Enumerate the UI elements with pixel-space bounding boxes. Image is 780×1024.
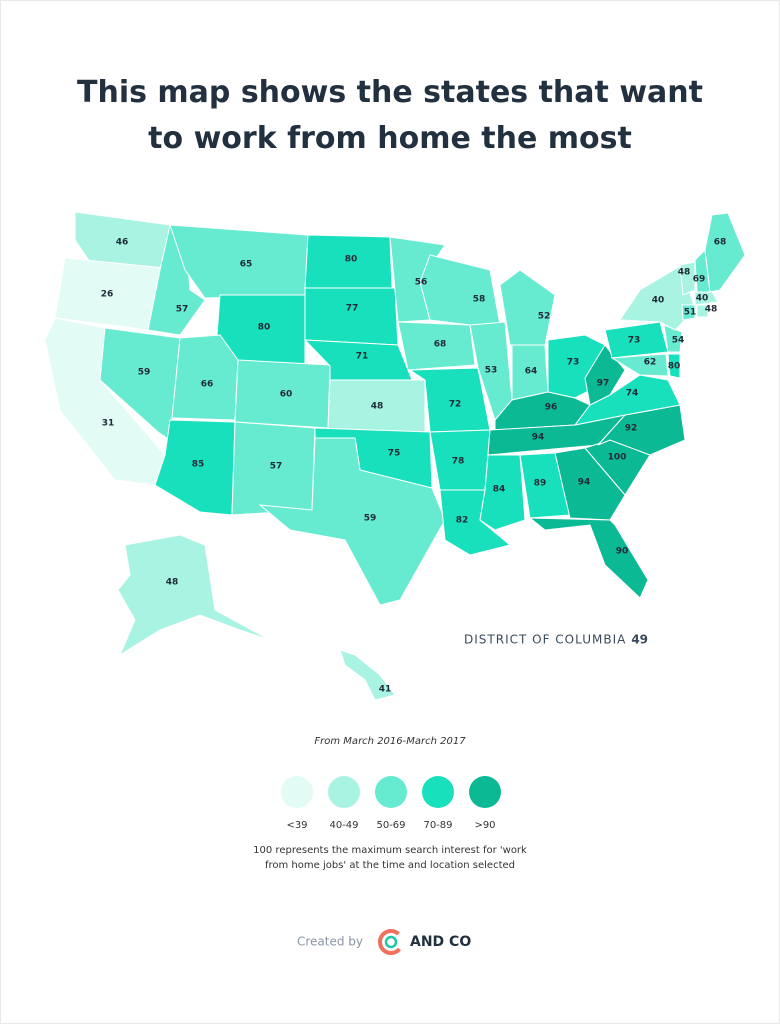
region-value: 90 bbox=[616, 547, 629, 557]
legend-swatch bbox=[469, 776, 501, 808]
region-value: 78 bbox=[452, 457, 465, 467]
region-value: 41 bbox=[379, 685, 392, 695]
region-value: 54 bbox=[672, 336, 685, 346]
region bbox=[419, 254, 501, 326]
region-value: 59 bbox=[364, 514, 377, 524]
region-value: 92 bbox=[625, 424, 638, 434]
region bbox=[258, 437, 446, 606]
region bbox=[339, 649, 396, 701]
region-value: 68 bbox=[714, 238, 727, 248]
region-value: 97 bbox=[597, 379, 610, 389]
region bbox=[667, 353, 681, 379]
region-value: 46 bbox=[116, 238, 129, 248]
region-value: 48 bbox=[166, 578, 179, 588]
legend-note: 100 represents the maximum search intere… bbox=[253, 845, 527, 871]
region bbox=[171, 334, 239, 421]
region-value: 31 bbox=[102, 419, 115, 429]
region bbox=[694, 291, 719, 306]
legend-swatch bbox=[281, 776, 313, 808]
region-value: 62 bbox=[644, 358, 657, 368]
region-value: 65 bbox=[240, 260, 253, 270]
region-value: 68 bbox=[434, 340, 447, 350]
region-value: 26 bbox=[101, 290, 114, 300]
legend-label: <39 bbox=[286, 820, 307, 831]
region-value: 73 bbox=[628, 336, 641, 346]
region-value: 48 bbox=[705, 305, 718, 315]
region-value: 82 bbox=[456, 516, 469, 526]
created-by: Created by bbox=[297, 935, 363, 949]
region-value: 40 bbox=[696, 294, 709, 304]
region-value: 57 bbox=[270, 462, 283, 472]
region-value: 96 bbox=[545, 403, 558, 413]
region-value: 94 bbox=[532, 433, 545, 443]
region bbox=[117, 534, 271, 657]
region bbox=[681, 304, 696, 321]
region-value: 69 bbox=[693, 275, 706, 285]
region-value: 80 bbox=[258, 323, 271, 333]
region-value: 80 bbox=[345, 255, 358, 265]
logo bbox=[378, 929, 404, 955]
legend-swatch bbox=[328, 776, 360, 808]
legend-subtitle: From March 2016-March 2017 bbox=[314, 736, 466, 747]
region bbox=[610, 353, 669, 377]
region-value: 48 bbox=[371, 402, 384, 412]
region-value: 52 bbox=[538, 312, 551, 322]
region-value: 60 bbox=[280, 390, 293, 400]
legend-swatch bbox=[422, 776, 454, 808]
region-value: 84 bbox=[493, 485, 506, 495]
legend-swatch bbox=[375, 776, 407, 808]
dc-value: 49 bbox=[631, 633, 648, 647]
region-value: 100 bbox=[608, 453, 627, 463]
region bbox=[499, 269, 556, 346]
region-value: 57 bbox=[176, 305, 189, 315]
region bbox=[679, 261, 696, 296]
region-value: 74 bbox=[626, 389, 639, 399]
region-value: 77 bbox=[346, 304, 359, 314]
region bbox=[397, 321, 476, 371]
region-value: 66 bbox=[201, 380, 214, 390]
region-value: 58 bbox=[473, 295, 486, 305]
legend-label: >90 bbox=[474, 820, 495, 831]
legend-label: 40-49 bbox=[329, 820, 358, 831]
region-value: 89 bbox=[534, 479, 547, 489]
region-value: 48 bbox=[678, 268, 691, 278]
region-value: 53 bbox=[485, 366, 498, 376]
region bbox=[696, 304, 709, 318]
region-value: 94 bbox=[578, 478, 591, 488]
dc-label: DISTRICT OF COLUMBIA bbox=[464, 633, 626, 647]
region-value: 51 bbox=[684, 308, 697, 318]
region-value: 75 bbox=[388, 449, 401, 459]
region bbox=[99, 327, 181, 441]
title: This map shows the states that want to w… bbox=[77, 75, 703, 156]
region bbox=[554, 447, 626, 521]
region bbox=[528, 517, 649, 599]
region-value: 56 bbox=[415, 278, 428, 288]
brand: AND CO bbox=[410, 934, 471, 950]
legend-label: 70-89 bbox=[423, 820, 452, 831]
region bbox=[704, 212, 746, 293]
region bbox=[304, 287, 399, 346]
legend-label: 50-69 bbox=[376, 820, 405, 831]
region-value: 73 bbox=[567, 358, 580, 368]
region-value: 40 bbox=[652, 296, 665, 306]
region-value: 71 bbox=[356, 352, 369, 362]
region-value: 59 bbox=[138, 368, 151, 378]
region-value: 64 bbox=[525, 367, 538, 377]
region-value: 72 bbox=[449, 400, 462, 410]
region-value: 85 bbox=[192, 460, 205, 470]
region-value: 80 bbox=[668, 362, 681, 372]
